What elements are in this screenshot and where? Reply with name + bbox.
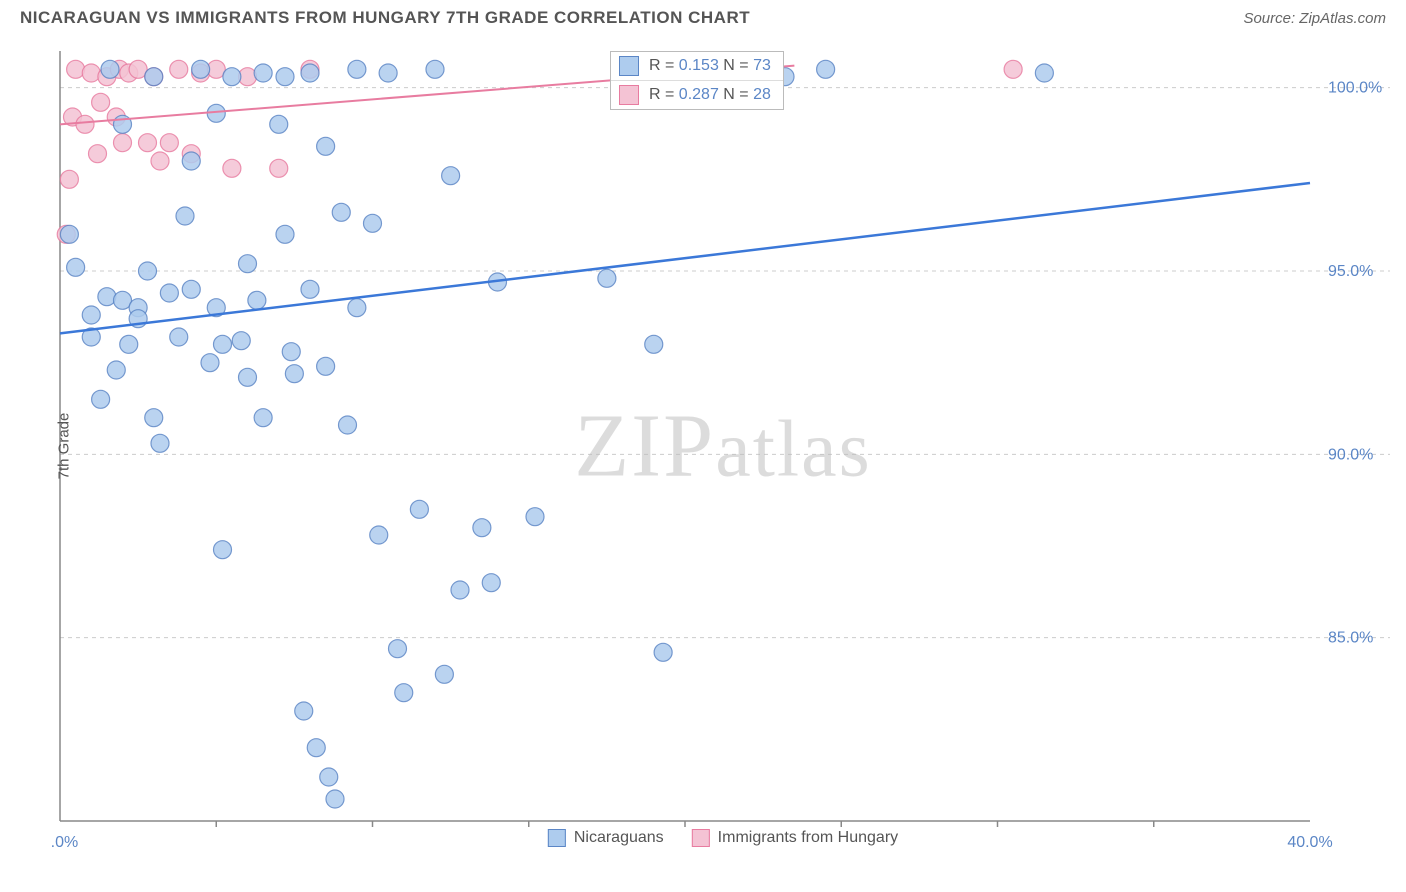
legend-swatch	[548, 829, 566, 847]
svg-text:0.0%: 0.0%	[50, 834, 78, 851]
series-legend: Nicaraguans Immigrants from Hungary	[548, 829, 898, 847]
legend-row: R = 0.287 N = 28	[611, 81, 783, 109]
y-axis-label: 7th Grade	[56, 413, 73, 480]
svg-text:40.0%: 40.0%	[1287, 834, 1332, 851]
correlation-legend: R = 0.153 N = 73R = 0.287 N = 28	[610, 51, 784, 110]
series-legend-item: Immigrants from Hungary	[692, 829, 899, 847]
legend-row: R = 0.153 N = 73	[611, 52, 783, 81]
source-label: Source: ZipAtlas.com	[1243, 10, 1386, 27]
svg-text:95.0%: 95.0%	[1328, 263, 1373, 280]
chart-header: NICARAGUAN VS IMMIGRANTS FROM HUNGARY 7T…	[0, 0, 1406, 36]
chart-title: NICARAGUAN VS IMMIGRANTS FROM HUNGARY 7T…	[20, 8, 750, 28]
legend-swatch	[619, 85, 639, 105]
chart-container: 7th Grade 85.0% 90.0% 95.0% 100.0% 0.0% 40.0%…	[50, 41, 1396, 851]
legend-label: Nicaraguans	[574, 829, 664, 847]
legend-swatch	[619, 56, 639, 76]
svg-text:85.0%: 85.0%	[1328, 630, 1373, 647]
scatter-chart: 85.0% 90.0% 95.0% 100.0% 0.0% 40.0%	[50, 41, 1396, 851]
svg-text:100.0%: 100.0%	[1328, 80, 1382, 97]
legend-label: Immigrants from Hungary	[718, 829, 899, 847]
series-legend-item: Nicaraguans	[548, 829, 664, 847]
svg-text:90.0%: 90.0%	[1328, 446, 1373, 463]
legend-swatch	[692, 829, 710, 847]
